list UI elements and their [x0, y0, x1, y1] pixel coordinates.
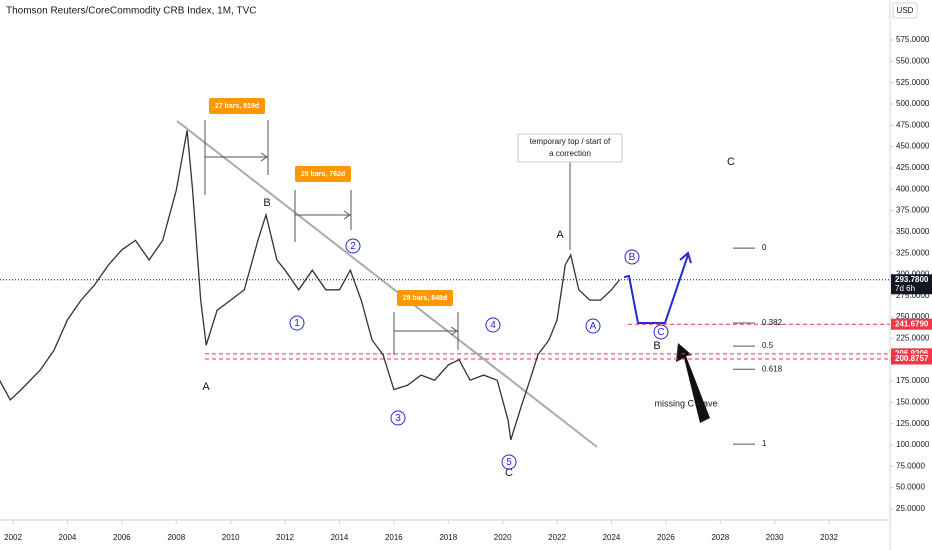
y-tick-label: 275.0000 — [896, 291, 930, 300]
bar-brackets — [204, 120, 571, 355]
fib-label: 0.5 — [762, 341, 774, 350]
y-tick-label: 125.0000 — [896, 419, 930, 428]
wave-label: C — [505, 467, 513, 479]
y-tick-label: 475.0000 — [896, 120, 930, 129]
black-arrow — [676, 343, 710, 423]
y-tick-label: 550.0000 — [896, 56, 930, 65]
wave-circle — [585, 318, 601, 334]
x-tick-label: 2010 — [222, 533, 240, 542]
x-tick-label: 2008 — [167, 533, 185, 542]
chart-title: Thomson Reuters/CoreCommodity CRB Index,… — [6, 6, 256, 17]
wave-circle — [485, 317, 501, 333]
price-label-box — [891, 274, 932, 295]
x-tick-label: 2028 — [711, 533, 729, 542]
note-text: a correction — [549, 149, 591, 158]
bar-count-box — [209, 98, 265, 114]
bar-count-label: 27 bars, 819d — [215, 103, 259, 110]
price-label-box — [891, 318, 932, 330]
wave-circle — [653, 324, 669, 340]
fib-label: 0.618 — [762, 364, 783, 373]
y-tick-label: 325.0000 — [896, 248, 930, 257]
trend-line — [176, 120, 598, 448]
note-box — [517, 133, 623, 163]
countdown: 7d 6h — [895, 284, 915, 293]
price-label: 241.6790 — [895, 319, 929, 328]
wave-circle — [390, 410, 406, 426]
price-label: 200.8757 — [895, 354, 929, 363]
bar-count-box — [397, 290, 453, 306]
x-tick-label: 2006 — [113, 533, 131, 542]
bar-count-box — [295, 166, 351, 182]
x-tick-label: 2012 — [276, 533, 294, 542]
wave-label: 3 — [395, 413, 401, 424]
wave-label: A — [202, 381, 210, 393]
wave-label: A — [556, 229, 564, 241]
x-tick-label: 2026 — [657, 533, 675, 542]
y-tick-label: 350.0000 — [896, 227, 930, 236]
x-tick-label: 2016 — [385, 533, 403, 542]
x-tick-label: 2030 — [766, 533, 784, 542]
bar-count-label: 28 bars, 848d — [403, 295, 447, 302]
y-tick-label: 300.0000 — [896, 270, 930, 279]
price-series — [0, 130, 621, 441]
fib-label: 0.382 — [762, 318, 783, 327]
wave-label: 4 — [490, 320, 496, 331]
x-tick-label: 2020 — [494, 533, 512, 542]
y-tick-label: 250.0000 — [896, 312, 930, 321]
wave-label: B — [653, 340, 660, 352]
currency: USD — [897, 6, 914, 15]
y-tick-label: 50.0000 — [896, 483, 925, 492]
wave-circle — [624, 249, 640, 265]
y-tick-label: 400.0000 — [896, 184, 930, 193]
x-tick-label: 2032 — [820, 533, 838, 542]
projection-arrow-head — [679, 251, 692, 264]
y-tick-label: 450.0000 — [896, 142, 930, 151]
x-tick-label: 2004 — [59, 533, 77, 542]
x-tick-label: 2018 — [439, 533, 457, 542]
y-tick-label: 225.0000 — [896, 334, 930, 343]
fib-label: 1 — [762, 439, 767, 448]
y-tick-label: 175.0000 — [896, 376, 930, 385]
wave-label: B — [629, 252, 636, 263]
x-tick-label: 2022 — [548, 533, 566, 542]
x-tick-label: 2024 — [603, 533, 621, 542]
y-tick-label: 25.0000 — [896, 504, 925, 513]
x-tick-label: 2014 — [331, 533, 349, 542]
projection-path — [623, 254, 689, 324]
note-text: temporary top / start of — [530, 137, 611, 146]
price-label-box — [891, 353, 932, 365]
y-tick-label: 375.0000 — [896, 206, 930, 215]
wave-label: 2 — [350, 241, 356, 252]
price-label: 293.7800 — [895, 275, 929, 284]
fib-label: 0 — [762, 243, 767, 252]
wave-label: A — [590, 321, 597, 332]
y-tick-label: 500.0000 — [896, 99, 930, 108]
wave-label: B — [263, 197, 270, 209]
wave-circle — [501, 454, 517, 470]
y-tick-label: 525.0000 — [896, 78, 930, 87]
annotation: missing C wave — [654, 398, 717, 408]
wave-circle — [345, 238, 361, 254]
wave-label: C — [727, 156, 735, 168]
wave-label: 5 — [506, 457, 512, 468]
y-tick-label: 425.0000 — [896, 163, 930, 172]
y-tick-label: 150.0000 — [896, 397, 930, 406]
wave-label: 1 — [294, 318, 300, 329]
y-tick-label: 75.0000 — [896, 461, 925, 470]
x-tick-label: 2002 — [4, 533, 22, 542]
wave-circle — [289, 315, 305, 331]
bar-count-label: 25 bars, 762d — [301, 171, 345, 178]
price-label: 206.9206 — [895, 349, 929, 358]
wave-label: C — [657, 327, 664, 338]
currency-box[interactable] — [892, 2, 918, 19]
y-tick-label: 575.0000 — [896, 35, 930, 44]
y-tick-label: 100.0000 — [896, 440, 930, 449]
